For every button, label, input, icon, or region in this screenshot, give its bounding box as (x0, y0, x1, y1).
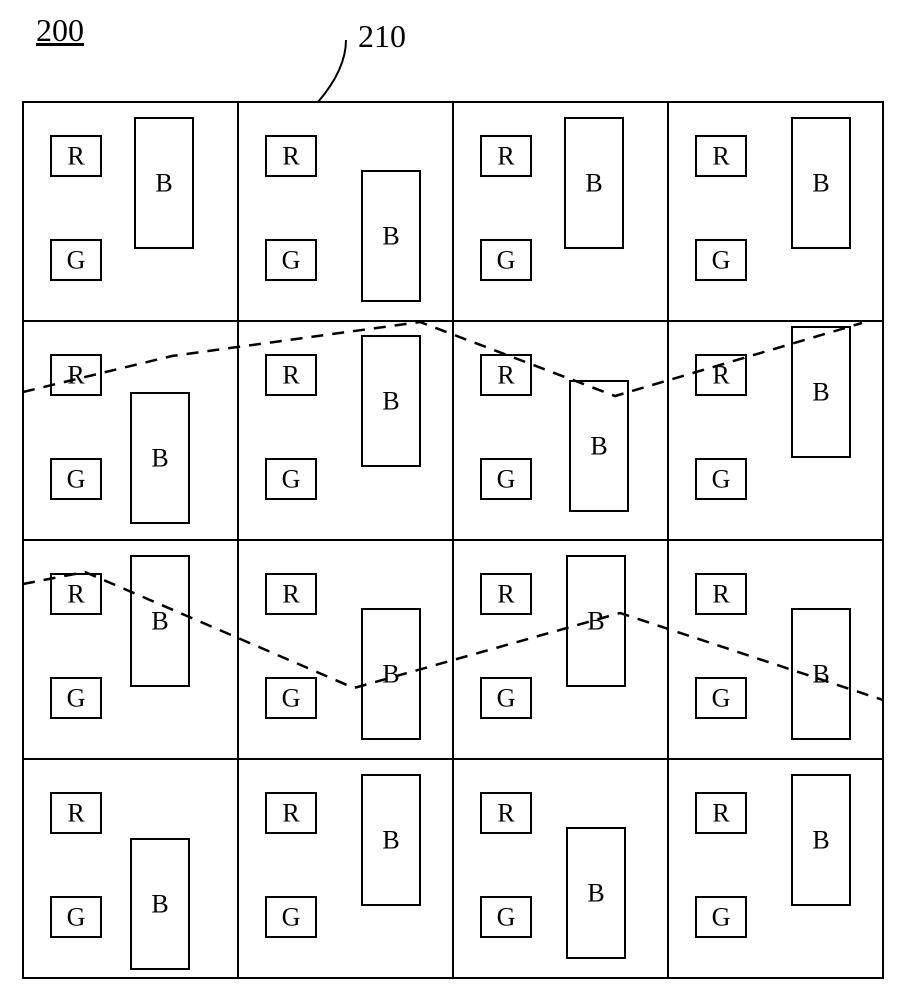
figure-id-label: 200 (36, 12, 84, 49)
svg-text:B: B (812, 378, 829, 407)
svg-text:B: B (382, 826, 399, 855)
svg-text:G: G (712, 684, 731, 713)
svg-text:R: R (712, 799, 730, 828)
svg-text:G: G (712, 903, 731, 932)
svg-text:G: G (497, 465, 516, 494)
figure-svg: R G B R G B R G B R G B R G B R G B R G B R G B R G B R G B R G B R G B R G B R… (0, 0, 909, 1000)
svg-text:G: G (67, 465, 86, 494)
svg-text:G: G (497, 684, 516, 713)
svg-text:B: B (382, 660, 399, 689)
svg-text:B: B (812, 169, 829, 198)
svg-text:R: R (282, 361, 300, 390)
svg-text:B: B (155, 169, 172, 198)
svg-text:R: R (712, 580, 730, 609)
svg-text:B: B (382, 222, 399, 251)
svg-text:R: R (497, 361, 515, 390)
zigzag-line-1 (23, 322, 862, 396)
svg-text:R: R (67, 799, 85, 828)
svg-text:G: G (497, 903, 516, 932)
svg-text:R: R (67, 361, 85, 390)
svg-text:G: G (282, 684, 301, 713)
svg-text:G: G (282, 903, 301, 932)
svg-text:B: B (587, 879, 604, 908)
svg-text:G: G (282, 246, 301, 275)
svg-text:B: B (151, 444, 168, 473)
svg-text:R: R (67, 142, 85, 171)
svg-text:R: R (282, 799, 300, 828)
svg-text:R: R (712, 142, 730, 171)
svg-text:R: R (282, 142, 300, 171)
svg-text:R: R (497, 142, 515, 171)
svg-text:G: G (67, 246, 86, 275)
svg-text:R: R (67, 580, 85, 609)
svg-text:G: G (712, 246, 731, 275)
svg-text:G: G (67, 684, 86, 713)
svg-text:B: B (587, 607, 604, 636)
svg-text:B: B (812, 660, 829, 689)
svg-text:B: B (382, 387, 399, 416)
svg-text:B: B (151, 607, 168, 636)
svg-text:B: B (585, 169, 602, 198)
callout-line (318, 40, 346, 102)
svg-text:G: G (67, 903, 86, 932)
svg-text:B: B (590, 432, 607, 461)
figure-canvas: 200 210 R G B R G B R G B R G B R G B R G B R G B R G B R G B R G B R G… (0, 0, 909, 1000)
svg-text:G: G (712, 465, 731, 494)
svg-text:G: G (282, 465, 301, 494)
svg-text:R: R (497, 799, 515, 828)
svg-text:G: G (497, 246, 516, 275)
svg-text:B: B (151, 890, 168, 919)
svg-text:B: B (812, 826, 829, 855)
callout-label: 210 (358, 18, 406, 55)
svg-text:R: R (497, 580, 515, 609)
svg-text:R: R (282, 580, 300, 609)
